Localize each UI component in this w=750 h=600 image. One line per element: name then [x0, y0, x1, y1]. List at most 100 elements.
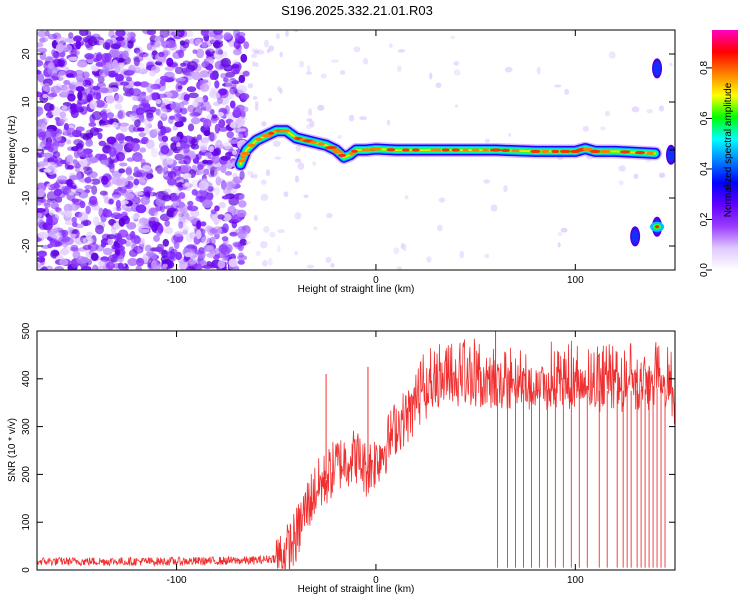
noise-speckle	[174, 121, 184, 128]
ridge-core	[332, 150, 344, 154]
noise-speckle	[37, 59, 44, 67]
spectrogram-heatmap	[37, 30, 675, 270]
noise-speckle	[178, 204, 189, 214]
noise-speckle	[140, 158, 146, 165]
noise-speckle	[238, 252, 244, 258]
ridge-core	[255, 137, 263, 141]
noise-speckle	[244, 240, 252, 245]
noise-speckle	[435, 82, 442, 88]
noise-speckle	[151, 262, 161, 270]
noise-speckle	[194, 96, 205, 103]
noise-speckle	[91, 65, 100, 72]
figure-title: S196.2025.332.21.01.R03	[281, 3, 433, 18]
noise-speckle	[41, 36, 49, 43]
noise-speckle	[82, 244, 92, 251]
noise-speckle	[426, 256, 432, 263]
noise-speckle	[71, 221, 78, 228]
noise-speckle	[229, 100, 236, 109]
noise-speckle	[37, 106, 44, 116]
noise-speckle	[119, 125, 128, 133]
noise-speckle	[172, 210, 183, 218]
noise-speckle	[105, 261, 116, 270]
noise-speckle	[272, 140, 281, 147]
noise-speckle	[55, 36, 67, 45]
noise-speckle	[118, 217, 126, 227]
noise-speckle	[90, 178, 101, 185]
noise-speckle	[396, 65, 402, 72]
noise-speckle	[41, 265, 48, 270]
noise-speckle	[66, 139, 72, 145]
noise-speckle	[54, 241, 63, 247]
snr-y-axis-label: SNR (10 * v/v)	[7, 418, 18, 482]
noise-speckle	[37, 91, 41, 98]
noise-speckle	[100, 87, 109, 94]
noise-speckle	[187, 104, 196, 113]
noise-speckle	[192, 49, 198, 54]
noise-speckle	[214, 80, 220, 89]
noise-speckle	[149, 129, 158, 139]
noise-speckle	[110, 212, 122, 219]
noise-speckle	[138, 177, 146, 184]
noise-speckle	[208, 145, 215, 153]
noise-speckle	[81, 71, 90, 79]
noise-speckle	[163, 188, 172, 194]
noise-speckle	[124, 69, 136, 75]
noise-speckle	[285, 30, 289, 37]
noise-speckle	[116, 151, 126, 162]
noise-speckle	[148, 216, 156, 222]
noise-speckle	[359, 116, 368, 121]
noise-speckle	[128, 141, 136, 150]
noise-speckle	[92, 85, 101, 91]
noise-speckle	[136, 49, 144, 57]
noise-speckle	[44, 128, 56, 138]
noise-speckle	[115, 30, 126, 38]
noise-speckle	[209, 131, 215, 142]
noise-speckle	[107, 237, 114, 246]
noise-speckle	[160, 78, 166, 87]
noise-speckle	[206, 252, 215, 258]
ridge-core	[240, 155, 247, 159]
noise-speckle	[173, 240, 180, 250]
noise-speckle	[240, 53, 248, 63]
noise-speckle	[238, 200, 247, 208]
noise-speckle	[179, 225, 190, 232]
noise-speckle	[223, 32, 232, 40]
noise-speckle	[236, 31, 246, 38]
ridge-core	[634, 151, 646, 155]
noise-speckle	[48, 229, 60, 239]
noise-speckle	[247, 83, 254, 89]
noise-speckle	[239, 106, 249, 113]
noise-speckle	[75, 126, 85, 132]
noise-speckle	[194, 38, 202, 45]
noise-speckle	[37, 262, 42, 269]
noise-speckle	[104, 209, 111, 216]
noise-speckle	[174, 153, 185, 161]
noise-speckle	[144, 244, 152, 252]
noise-speckle	[174, 146, 183, 151]
noise-speckle	[57, 70, 67, 81]
noise-speckle	[120, 200, 129, 205]
noise-speckle	[85, 139, 94, 147]
noise-speckle	[52, 213, 60, 223]
ridge-core	[310, 140, 318, 144]
noise-speckle	[267, 97, 273, 102]
noise-speckle	[177, 49, 185, 59]
noise-speckle	[199, 83, 210, 92]
noise-speckle	[37, 231, 49, 239]
noise-speckle	[658, 105, 665, 112]
noise-speckle	[260, 241, 268, 249]
noise-speckle	[396, 266, 403, 270]
noise-speckle	[118, 162, 128, 167]
noise-speckle	[114, 232, 120, 243]
noise-speckle	[453, 69, 461, 76]
noise-speckle	[68, 56, 79, 61]
noise-speckle	[85, 30, 92, 37]
snr-y-tick-label: 500	[21, 322, 32, 339]
noise-speckle	[138, 228, 150, 234]
noise-speckle	[196, 220, 202, 230]
noise-speckle	[220, 180, 227, 190]
noise-speckle	[37, 42, 44, 48]
noise-speckle	[130, 88, 142, 97]
noise-speckle	[618, 165, 626, 172]
colorbar-tick-label: 0.2	[699, 212, 710, 226]
